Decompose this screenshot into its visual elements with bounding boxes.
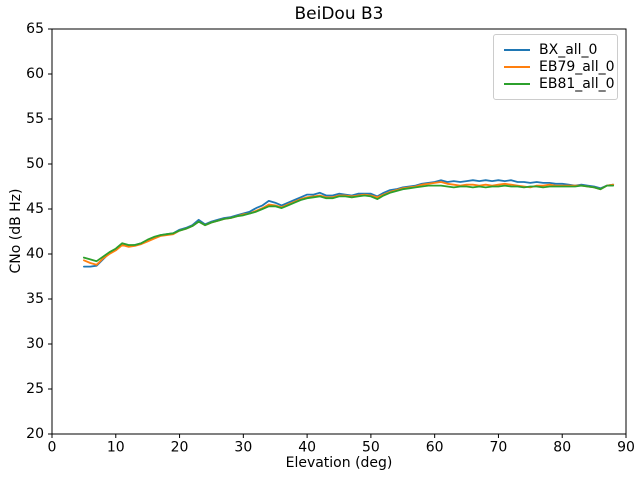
x-tick-label: 10 bbox=[107, 440, 125, 456]
axes-spines bbox=[51, 28, 627, 435]
legend-line-swatch bbox=[504, 49, 530, 52]
y-tick-label: 60 bbox=[26, 66, 44, 82]
x-tick-label: 80 bbox=[553, 440, 571, 456]
y-tick-label: 25 bbox=[26, 381, 44, 397]
y-tick-label: 50 bbox=[26, 156, 44, 172]
x-tick-label: 30 bbox=[234, 440, 252, 456]
x-tick-label: 40 bbox=[298, 440, 316, 456]
legend-line-swatch bbox=[504, 66, 530, 68]
legend: BX_all_0 EB79_all_0 EB81_all_0 bbox=[493, 34, 618, 100]
series-line-BX_all_0 bbox=[83, 179, 615, 268]
y-tick-label: 45 bbox=[26, 201, 44, 217]
x-tick-label: 90 bbox=[617, 440, 635, 456]
y-tick-label: 65 bbox=[26, 21, 44, 37]
y-axis-label: CNo (dB Hz) bbox=[8, 188, 24, 274]
y-tick-label: 55 bbox=[26, 111, 44, 127]
y-tick-label: 35 bbox=[26, 291, 44, 307]
series-line-EB81_all_0 bbox=[83, 184, 615, 263]
x-tick-label: 20 bbox=[171, 440, 189, 456]
legend-label: EB79_all_0 bbox=[539, 59, 615, 75]
x-tick-label: 60 bbox=[426, 440, 444, 456]
legend-entry: BX_all_0 bbox=[504, 42, 607, 59]
y-tick-label: 20 bbox=[26, 426, 44, 442]
legend-label: BX_all_0 bbox=[539, 42, 598, 59]
x-tick-label: 50 bbox=[362, 440, 380, 456]
legend-entry: EB79_all_0 bbox=[504, 59, 615, 76]
legend-entry: EB81_all_0 bbox=[504, 75, 615, 92]
chart-title: BeiDou B3 bbox=[294, 4, 384, 24]
y-tick-label: 30 bbox=[26, 336, 44, 352]
y-tick-label: 40 bbox=[26, 246, 44, 262]
x-tick-label: 70 bbox=[490, 440, 508, 456]
x-tick-label: 0 bbox=[48, 440, 57, 456]
legend-label: EB81_all_0 bbox=[539, 75, 615, 92]
x-axis-label: Elevation (deg) bbox=[285, 455, 393, 471]
legend-line-swatch bbox=[504, 82, 530, 85]
